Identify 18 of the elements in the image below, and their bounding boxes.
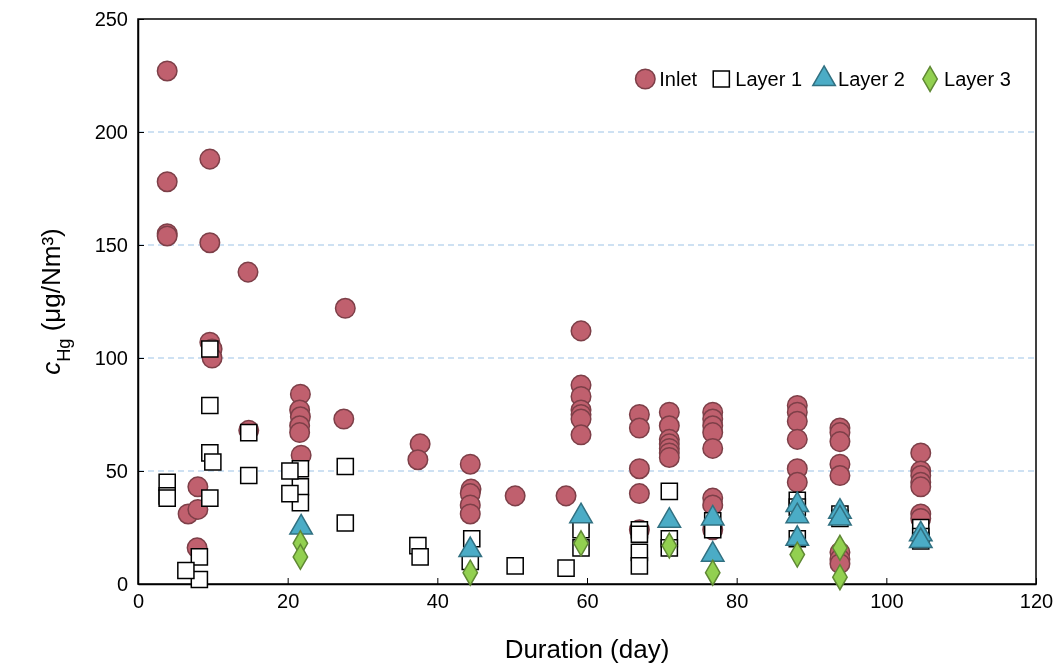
x-tick-label: 120 xyxy=(1019,590,1054,613)
y-tick-label: 100 xyxy=(94,346,128,369)
y-tick-label: 0 xyxy=(116,572,128,595)
x-tick-label: 40 xyxy=(426,590,449,613)
y-tick-label: 250 xyxy=(94,7,128,30)
x-tick-label: 20 xyxy=(277,590,300,613)
legend-label: Layer 1 xyxy=(735,68,803,90)
x-axis-title: Duration (day) xyxy=(504,634,670,664)
legend-label: Layer 3 xyxy=(944,68,1011,90)
y-tick-label: 200 xyxy=(94,120,128,143)
y-tick-label: 150 xyxy=(94,233,128,256)
x-tick-label: 80 xyxy=(726,590,749,613)
x-tick-label: 60 xyxy=(576,590,599,613)
legend-label: Inlet xyxy=(659,68,698,90)
y-tick-label: 50 xyxy=(105,459,128,482)
x-tick-label: 100 xyxy=(870,590,904,613)
legend-label: Layer 2 xyxy=(838,68,905,90)
x-tick-label: 0 xyxy=(132,590,145,613)
